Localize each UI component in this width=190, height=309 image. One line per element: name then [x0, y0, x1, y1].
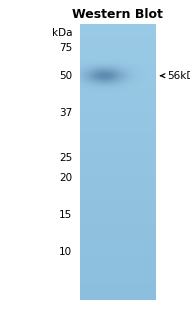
- Text: 75: 75: [59, 43, 72, 53]
- Text: 25: 25: [59, 153, 72, 163]
- Text: kDa: kDa: [52, 28, 72, 38]
- Text: 15: 15: [59, 210, 72, 220]
- Text: 37: 37: [59, 108, 72, 118]
- Text: 10: 10: [59, 247, 72, 257]
- Text: Western Blot: Western Blot: [72, 8, 163, 21]
- Text: 20: 20: [59, 173, 72, 183]
- Text: 50: 50: [59, 71, 72, 81]
- Text: 56kDa: 56kDa: [167, 71, 190, 81]
